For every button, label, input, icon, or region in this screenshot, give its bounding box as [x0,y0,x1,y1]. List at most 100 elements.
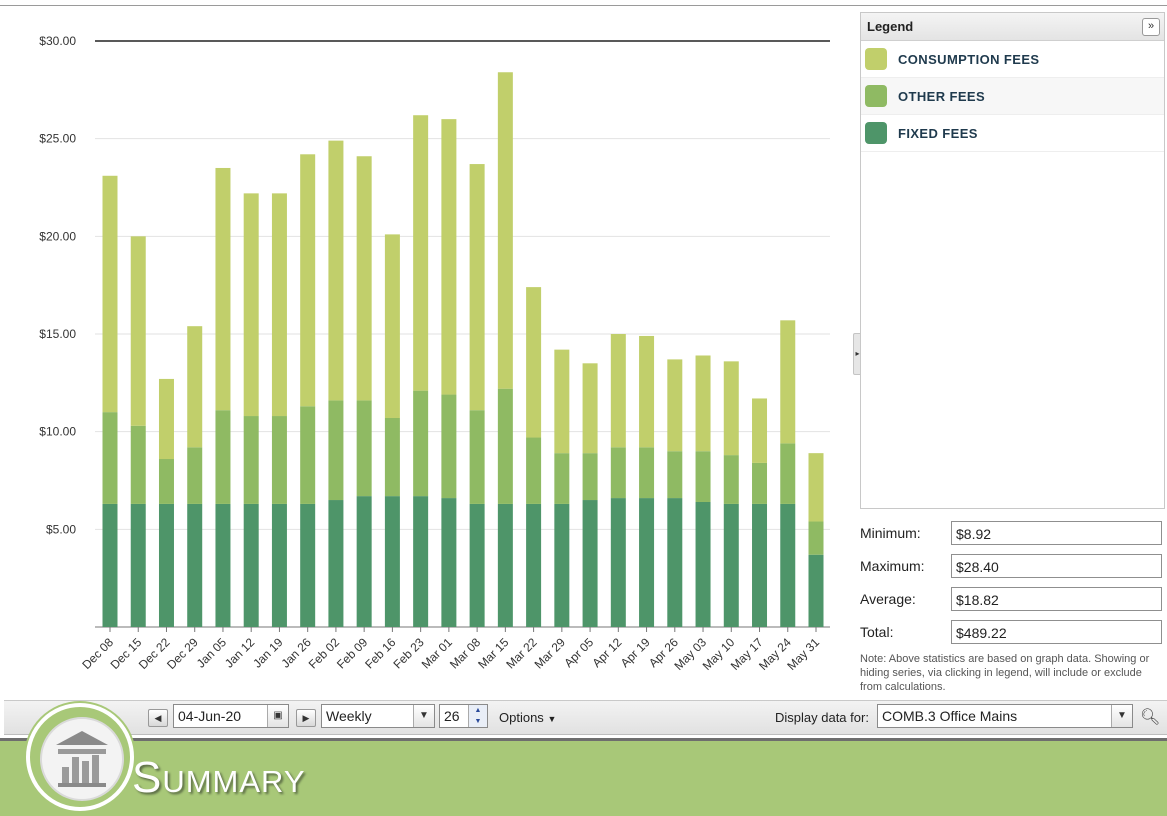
period-select[interactable]: Weekly ▼ [321,704,435,728]
x-tick-label: Mar 01 [419,635,456,672]
display-data-label: Display data for: [775,710,869,725]
search-icon[interactable]: 🔍︎ [1140,709,1161,726]
options-menu[interactable]: Options ▼ [499,710,556,725]
stat-row-maximum: Maximum: $28.40 [860,553,1165,586]
bar-chart-icon [56,731,108,787]
bar-segment [667,359,683,452]
bar-segment [526,437,542,504]
spinner-icon[interactable]: ▲ ▼ [468,705,487,727]
bar-segment [130,503,146,627]
legend-item-label: OTHER FEES [898,89,986,104]
x-tick-label: Jan 05 [194,635,230,671]
bar-segment [639,335,655,448]
x-tick-label: Feb 23 [390,635,427,672]
bar-segment [441,119,457,395]
bar-segment [271,503,287,627]
bar-segment [723,361,739,456]
count-stepper[interactable]: 26 ▲ ▼ [439,704,488,728]
maximum-label: Maximum: [860,558,925,574]
x-tick-label: Mar 15 [475,635,512,672]
y-tick-label: $30.00 [39,34,76,48]
bar-segment [102,175,118,413]
bar-segment [610,334,626,448]
bar-segment [695,355,711,452]
bar-segment [554,453,570,504]
bar-segment [723,503,739,627]
bar-segment [723,455,739,504]
minimum-field[interactable]: $8.92 [951,521,1162,545]
bar-segment [610,498,626,627]
bar-segment [582,363,598,454]
legend-item-other[interactable]: OTHER FEES [861,78,1164,115]
bar-segment [356,400,372,497]
bar-segment [752,398,768,463]
other-swatch [865,85,887,107]
bar-segment [102,412,118,504]
calendar-icon[interactable]: ▣ [267,705,288,727]
bar-segment [441,498,457,627]
minimum-label: Minimum: [860,525,921,541]
y-tick-label: $20.00 [39,229,76,243]
x-tick-label: Dec 29 [164,635,201,672]
bar-segment [582,453,598,501]
collapse-icon[interactable]: » [1142,18,1160,36]
total-field[interactable]: $489.22 [951,620,1162,644]
date-toolbar: ◀ 04-Jun-20 ▣ ▶ Weekly ▼ 26 ▲ ▼ Options ▼… [4,700,1167,735]
bar-segment [497,72,513,389]
bar-segment [554,503,570,627]
bar-segment [752,503,768,627]
legend-panel: Legend » CONSUMPTION FEES OTHER FEES FIX… [860,12,1165,509]
bar-segment [808,521,824,555]
total-label: Total: [860,624,894,640]
bar-segment [158,459,174,504]
bar-segment [667,498,683,627]
bar-segment [187,503,203,627]
bar-segment [158,503,174,627]
next-period-button[interactable]: ▶ [296,709,316,727]
bar-segment [752,462,768,504]
legend-item-consumption[interactable]: CONSUMPTION FEES [861,41,1164,78]
bar-segment [497,388,513,504]
count-value: 26 [444,708,460,724]
average-field[interactable]: $18.82 [951,587,1162,611]
bar-segment [356,496,372,627]
chevron-down-icon[interactable]: ▼ [413,705,434,727]
x-tick-label: Apr 12 [590,635,625,670]
stat-row-total: Total: $489.22 [860,619,1165,652]
legend-item-fixed[interactable]: FIXED FEES [861,115,1164,152]
fixed-swatch [865,122,887,144]
bar-segment [441,394,457,499]
x-tick-label: Mar 29 [532,635,569,672]
display-data-select[interactable]: COMB.3 Office Mains ▼ [877,704,1133,728]
bar-segment [469,410,485,504]
bar-segment [130,236,146,426]
options-label: Options [499,710,544,725]
bar-segment [610,447,626,499]
bar-segment [639,447,655,499]
bar-segment [187,447,203,504]
stat-row-minimum: Minimum: $8.92 [860,520,1165,553]
previous-period-button[interactable]: ◀ [148,709,168,727]
date-field[interactable]: 04-Jun-20 ▣ [173,704,289,728]
maximum-field[interactable]: $28.40 [951,554,1162,578]
bar-segment [300,406,316,504]
period-value: Weekly [326,708,372,724]
bar-segment [187,326,203,448]
bar-segment [243,416,259,504]
bar-segment [413,115,429,391]
x-tick-label: Feb 02 [306,635,343,672]
caret-down-icon: ▼ [547,714,557,724]
logo-inner [40,717,124,801]
chevron-down-icon[interactable]: ▼ [1111,705,1132,727]
page-title: Summary [132,753,306,802]
bar-segment [130,425,146,504]
bar-segment [328,400,344,501]
bar-segment [413,390,429,497]
y-tick-label: $5.00 [46,522,76,536]
x-tick-label: Jan 12 [222,635,258,671]
display-data-value: COMB.3 Office Mains [882,708,1018,724]
bar-segment [102,503,118,627]
x-tick-label: May 31 [784,635,822,673]
bar-segment [526,503,542,627]
bar-segment [695,501,711,627]
